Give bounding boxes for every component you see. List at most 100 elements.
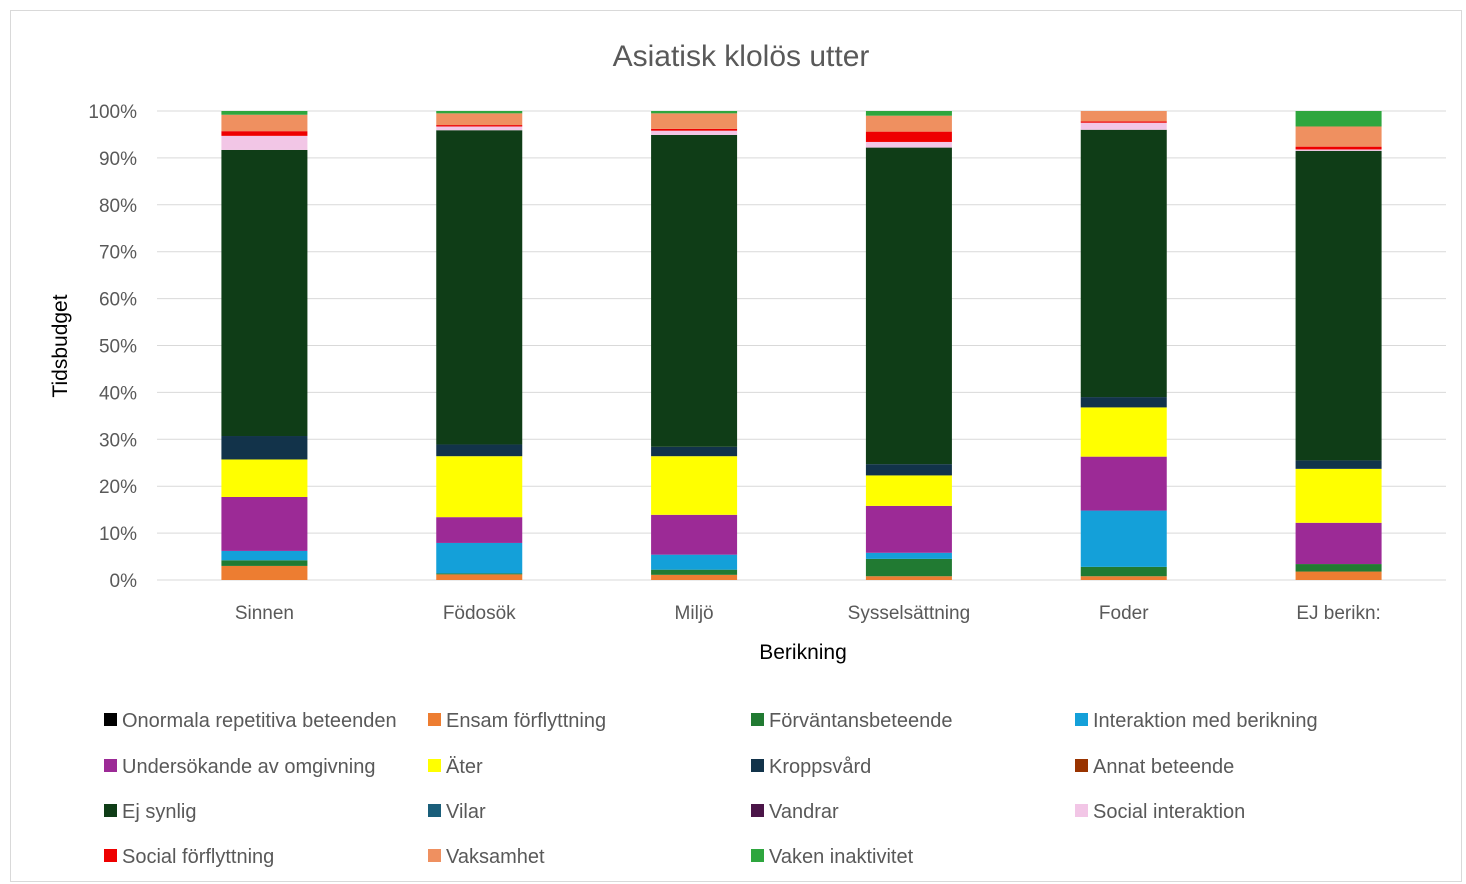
- legend-swatch: [428, 849, 441, 862]
- bar-segment: [1080, 510, 1167, 567]
- bar-segment: [865, 115, 952, 132]
- bar-segment: [865, 552, 952, 559]
- bar-segment: [221, 459, 308, 497]
- legend-label: Ej synlig: [122, 801, 196, 823]
- legend-label: Vaken inaktivitet: [769, 846, 914, 868]
- x-tick-label: Sysselsättning: [848, 603, 971, 624]
- bar-segment: [221, 496, 308, 551]
- bar-segment: [1295, 571, 1382, 580]
- legend-label: Interaktion med berikning: [1093, 710, 1318, 732]
- y-tick-label: 60%: [99, 290, 137, 311]
- legend-swatch: [751, 713, 764, 726]
- x-axis-ticks: Sinnen Födosök Miljö Sysselsättning Foder EJ …: [235, 603, 1381, 624]
- y-axis-title: Tidsbudget: [49, 294, 72, 397]
- bar-segment: [221, 149, 308, 437]
- bar-segment: [651, 554, 738, 570]
- bar-segment: [436, 111, 523, 114]
- x-tick-label: Foder: [1099, 603, 1149, 624]
- bar-segment: [651, 130, 738, 135]
- legend-label: Kroppsvård: [769, 756, 871, 778]
- y-tick-label: 30%: [99, 430, 137, 451]
- y-tick-label: 100%: [88, 102, 137, 123]
- legend-label: Undersökande av omgivning: [122, 756, 376, 778]
- bar-segment: [1080, 456, 1167, 511]
- bar-segment: [651, 128, 738, 131]
- bar-segment: [865, 147, 952, 465]
- bar-segment: [1295, 111, 1382, 127]
- bar-segment: [1080, 122, 1167, 130]
- bar-segment: [1080, 397, 1167, 408]
- bar-segment: [221, 135, 308, 150]
- y-tick-label: 70%: [99, 243, 137, 264]
- legend-swatch: [428, 713, 441, 726]
- bar-segment: [1295, 149, 1382, 151]
- bar-segment: [865, 141, 952, 148]
- bar-segment: [436, 517, 523, 543]
- legend-label: Social förflyttning: [122, 846, 274, 868]
- bar-segment: [865, 576, 952, 580]
- bar-segment: [221, 111, 308, 115]
- legend-swatch: [104, 849, 117, 862]
- bar-segment: [865, 131, 952, 142]
- bar-segment: [436, 113, 523, 126]
- y-axis-ticks: 0% 10% 20% 30% 40% 50% 60% 70% 80% 90% 100%: [88, 102, 137, 592]
- bar-segment: [865, 505, 952, 553]
- bar-segment: [436, 125, 523, 127]
- y-tick-label: 90%: [99, 149, 137, 170]
- bar-segment: [651, 111, 738, 114]
- bar-segment: [221, 560, 308, 566]
- y-tick-label: 50%: [99, 337, 137, 358]
- bar-segment: [1080, 111, 1167, 122]
- bar-segment: [436, 130, 523, 445]
- bar-segment: [1080, 407, 1167, 457]
- bar-segment: [221, 436, 308, 460]
- bar-segment: [1080, 121, 1167, 123]
- legend-swatch: [104, 804, 117, 817]
- bar-segment: [1295, 126, 1382, 147]
- bar-segment: [221, 550, 308, 561]
- gridlines: [157, 110, 1446, 581]
- bar-segment: [651, 134, 738, 447]
- legend-swatch: [428, 759, 441, 772]
- bar-segment: [865, 558, 952, 577]
- chart-area: [10, 10, 1462, 882]
- x-axis-title: Berikning: [759, 641, 847, 664]
- legend-swatch: [428, 804, 441, 817]
- y-tick-label: 10%: [99, 524, 137, 545]
- chart-title: Asiatisk klolös utter: [613, 40, 870, 73]
- legend-label: Vandrar: [769, 801, 839, 823]
- legend: Onormala repetitiva beteenden Ensam förfl…: [104, 710, 1318, 868]
- x-tick-label: Födosök: [443, 603, 516, 624]
- bar-segment: [651, 456, 738, 515]
- legend-swatch: [751, 849, 764, 862]
- bar-segment: [436, 444, 523, 457]
- bar-segment: [865, 111, 952, 116]
- x-tick-label: Miljö: [675, 603, 714, 624]
- legend-label: Annat beteende: [1093, 756, 1234, 778]
- bar-segment: [1080, 129, 1167, 398]
- bar-segment: [1295, 146, 1382, 150]
- bar-segment: [436, 542, 523, 574]
- bar-segment: [865, 464, 952, 476]
- legend-label: Social interaktion: [1093, 801, 1245, 823]
- bar-segment: [651, 569, 738, 575]
- x-tick-label: EJ berikn:: [1296, 603, 1380, 624]
- bar-segment: [221, 114, 308, 132]
- bar-segment: [1080, 576, 1167, 580]
- bar-segment: [1295, 460, 1382, 469]
- legend-swatch: [1075, 804, 1088, 817]
- bar-segment: [651, 113, 738, 129]
- bar-segment: [436, 574, 523, 580]
- bar-segment: [436, 573, 523, 575]
- bar-segment: [1080, 566, 1167, 577]
- y-tick-label: 0%: [110, 571, 138, 592]
- bar-segment: [221, 565, 308, 580]
- bar-segment: [1295, 564, 1382, 572]
- y-tick-label: 40%: [99, 383, 137, 404]
- legend-label: Onormala repetitiva beteenden: [122, 710, 397, 732]
- bars: [221, 111, 1382, 580]
- y-tick-label: 80%: [99, 196, 137, 217]
- y-tick-label: 20%: [99, 477, 137, 498]
- bar-segment: [1295, 150, 1382, 461]
